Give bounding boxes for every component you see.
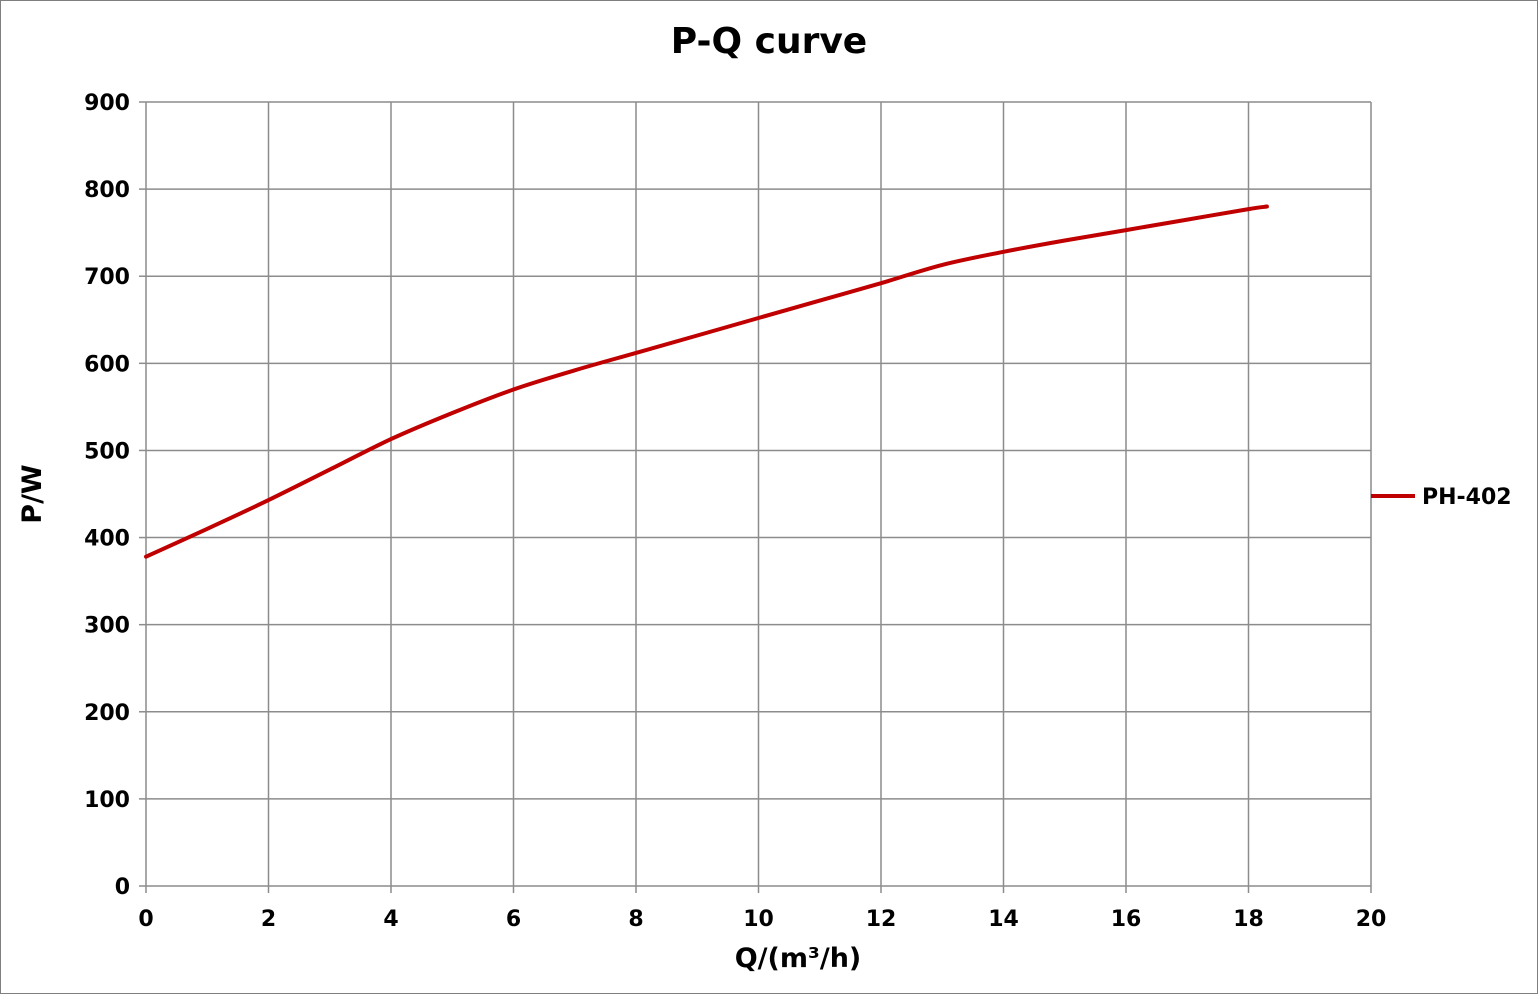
x-tick-label: 12 [866, 907, 897, 932]
x-tick-label: 20 [1356, 907, 1387, 932]
x-tick-label: 14 [988, 907, 1019, 932]
series-points [146, 206, 1267, 556]
y-tick-label: 800 [84, 178, 130, 203]
x-tick-label: 4 [383, 907, 398, 932]
y-tick-label: 600 [84, 352, 130, 377]
x-tick-label: 10 [743, 907, 774, 932]
series-group [146, 206, 1267, 556]
x-tick-label: 2 [261, 907, 276, 932]
y-tick-labels: 0 100 200 300 400 500 600 700 800 900 [84, 91, 130, 900]
y-tick-label: 300 [84, 614, 130, 639]
x-tick-label: 8 [628, 907, 643, 932]
legend-label-ph-402: PH-402 [1422, 485, 1512, 510]
y-tick-label: 400 [84, 527, 130, 552]
y-tick-label: 100 [84, 788, 130, 813]
x-tick-label: 0 [138, 907, 153, 932]
x-axis-title: Q/(m³/h) [735, 943, 862, 974]
x-tick-label: 18 [1233, 907, 1264, 932]
y-tick-label: 900 [84, 91, 130, 116]
x-tick-labels: 0 2 4 6 8 10 12 14 16 18 20 [138, 907, 1386, 932]
y-tick-label: 200 [84, 701, 130, 726]
y-axis-title: P/W [17, 464, 48, 523]
y-tick-label: 500 [84, 439, 130, 464]
legend: PH-402 [1371, 485, 1512, 510]
y-tick-label: 700 [84, 265, 130, 290]
chart-title: P-Q curve [671, 21, 867, 62]
x-tick-label: 16 [1111, 907, 1142, 932]
x-tick-label: 6 [506, 907, 521, 932]
series-line-ph-402 [146, 207, 1267, 557]
y-tick-label: 0 [115, 875, 130, 900]
